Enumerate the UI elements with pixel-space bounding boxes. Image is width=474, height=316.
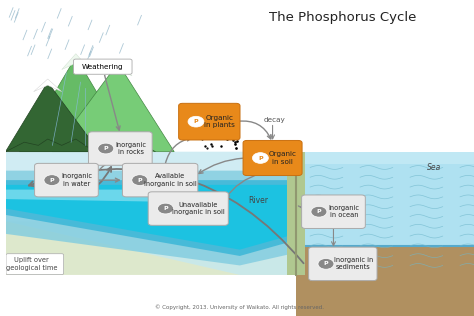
Polygon shape xyxy=(287,152,305,275)
Polygon shape xyxy=(296,152,474,275)
Text: P: P xyxy=(50,178,54,183)
Text: © Copyright, 2013. University of Waikato. All rights reserved.: © Copyright, 2013. University of Waikato… xyxy=(155,304,324,310)
FancyBboxPatch shape xyxy=(148,192,228,225)
Text: Inorganic
in rocks: Inorganic in rocks xyxy=(115,142,146,155)
Polygon shape xyxy=(6,82,99,152)
FancyBboxPatch shape xyxy=(243,140,302,176)
Polygon shape xyxy=(53,63,174,152)
FancyBboxPatch shape xyxy=(73,59,132,74)
Circle shape xyxy=(311,206,327,217)
FancyBboxPatch shape xyxy=(179,103,240,140)
Text: Sea: Sea xyxy=(427,163,441,172)
Polygon shape xyxy=(34,79,62,92)
Text: Organic
in plants: Organic in plants xyxy=(204,115,235,128)
Circle shape xyxy=(44,175,60,185)
Text: Uplift over
geological time: Uplift over geological time xyxy=(6,257,57,270)
Polygon shape xyxy=(104,60,132,76)
Text: P: P xyxy=(103,146,108,151)
Polygon shape xyxy=(6,190,193,202)
Polygon shape xyxy=(6,0,474,152)
Polygon shape xyxy=(6,152,296,275)
Text: P: P xyxy=(258,155,263,161)
Circle shape xyxy=(188,116,204,127)
Polygon shape xyxy=(6,171,296,265)
FancyBboxPatch shape xyxy=(89,132,152,165)
Text: Available
inorganic in soil: Available inorganic in soil xyxy=(144,173,197,187)
Text: Inorganic
in water: Inorganic in water xyxy=(61,173,92,187)
Polygon shape xyxy=(6,196,296,275)
Text: P: P xyxy=(194,119,198,124)
Text: Organic
in soil: Organic in soil xyxy=(269,151,297,165)
Text: Weathering: Weathering xyxy=(82,64,124,70)
FancyBboxPatch shape xyxy=(301,195,365,228)
Circle shape xyxy=(132,175,148,185)
Circle shape xyxy=(157,203,173,214)
Polygon shape xyxy=(19,57,132,152)
Circle shape xyxy=(98,143,114,154)
Text: P: P xyxy=(163,206,168,211)
Circle shape xyxy=(318,258,334,269)
Text: The Phosphorus Cycle: The Phosphorus Cycle xyxy=(269,11,417,24)
Text: P: P xyxy=(324,261,328,266)
FancyBboxPatch shape xyxy=(6,254,64,275)
Polygon shape xyxy=(296,246,474,316)
Circle shape xyxy=(253,153,268,163)
Text: River: River xyxy=(248,196,268,205)
Polygon shape xyxy=(62,54,90,70)
Polygon shape xyxy=(6,180,296,256)
Polygon shape xyxy=(6,185,296,250)
Text: Inorganic
in ocean: Inorganic in ocean xyxy=(328,205,359,218)
Text: Inorganic in
sediments: Inorganic in sediments xyxy=(334,257,373,270)
Polygon shape xyxy=(296,164,474,275)
FancyBboxPatch shape xyxy=(309,247,377,281)
Text: P: P xyxy=(137,178,142,183)
Text: P: P xyxy=(317,209,321,214)
FancyBboxPatch shape xyxy=(35,163,98,197)
Text: decay: decay xyxy=(264,117,286,123)
FancyBboxPatch shape xyxy=(122,163,198,197)
Text: Unavailable
inorganic in soil: Unavailable inorganic in soil xyxy=(172,202,225,215)
